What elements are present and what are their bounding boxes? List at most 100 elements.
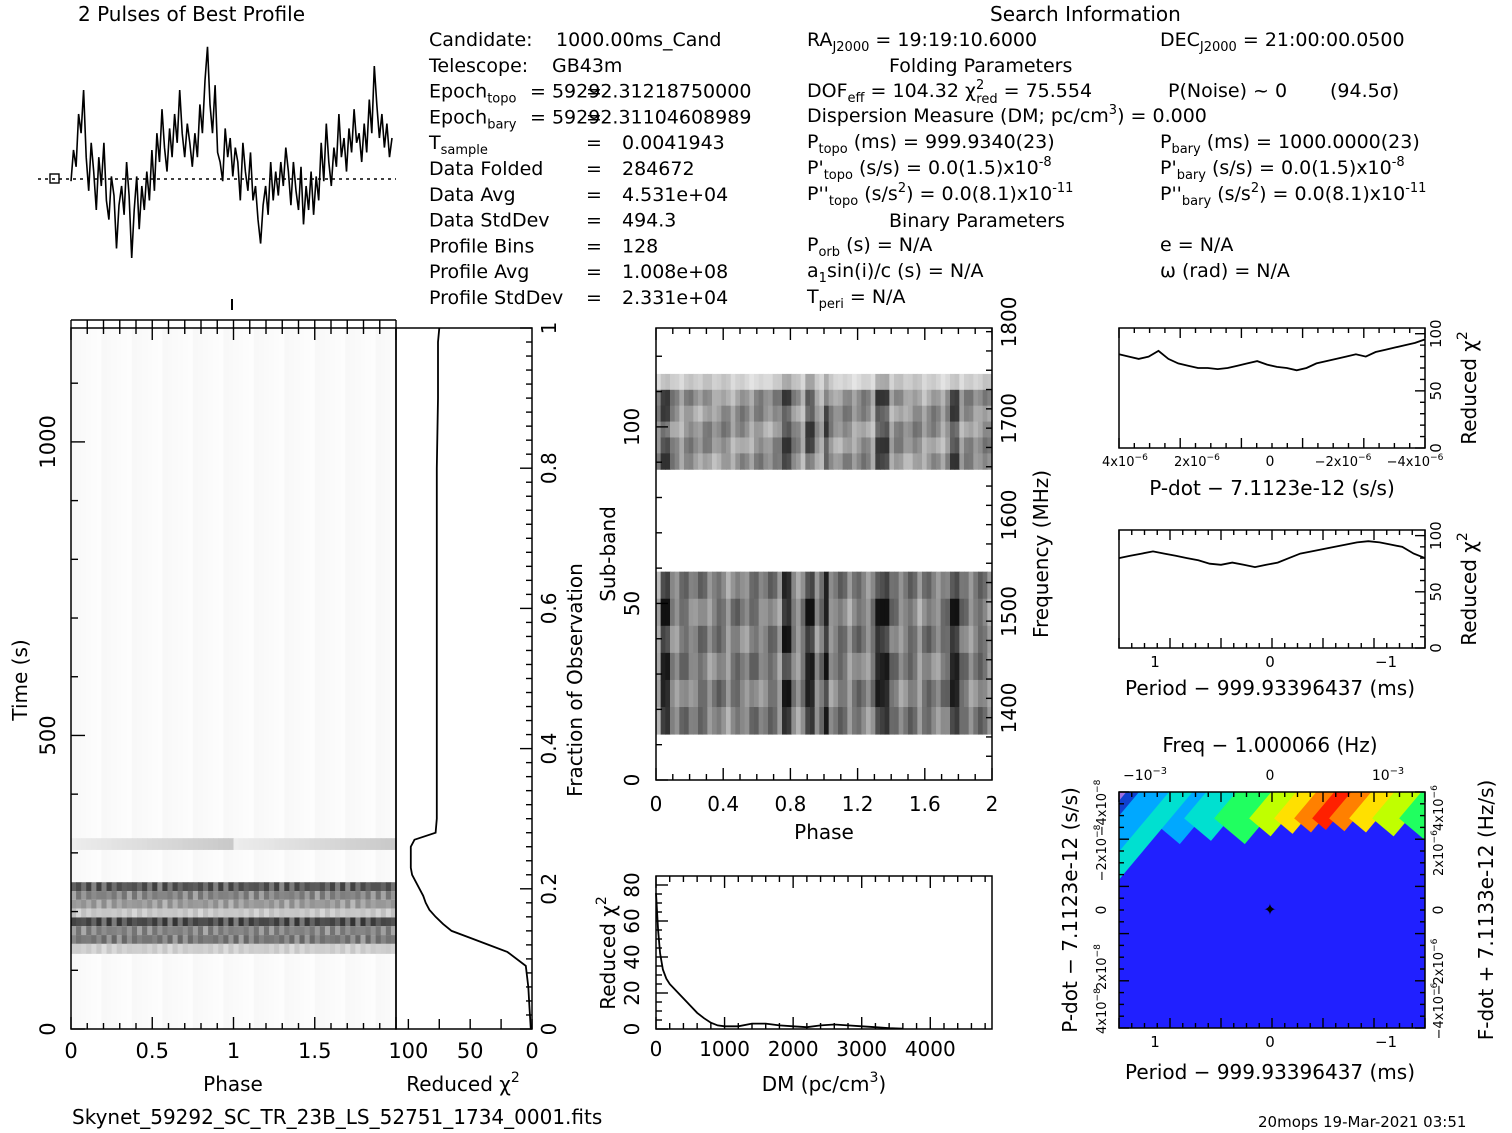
subband-cell xyxy=(866,389,872,407)
time-phase-band-cell xyxy=(106,899,113,909)
subband-cell xyxy=(964,652,970,681)
time-phase-band-cell xyxy=(177,943,184,954)
subband-cell xyxy=(721,405,727,423)
subband-cell xyxy=(968,652,974,681)
time-phase-cell xyxy=(385,328,392,1029)
subband-cell xyxy=(945,405,951,423)
subband-cell xyxy=(917,652,923,681)
time-phase-band-cell xyxy=(182,891,189,900)
time-phase-band-cell xyxy=(192,943,199,954)
subband-cell xyxy=(805,598,811,627)
time-phase-band-cell xyxy=(167,926,174,936)
time-phase-cell xyxy=(76,328,82,1029)
subband-cell xyxy=(973,437,979,454)
time-phase-band-cell xyxy=(223,891,229,900)
time-phase-cell xyxy=(233,328,240,1029)
subband-cell xyxy=(931,373,937,391)
time-phase-band-cell xyxy=(157,908,163,918)
subband-cell xyxy=(796,707,802,735)
time-phase-band-cell xyxy=(106,935,113,944)
subband-cell xyxy=(684,373,690,391)
pdot-ylabel: Reduced χ2 xyxy=(1455,331,1481,445)
subband-cell xyxy=(660,389,666,407)
subband-cell xyxy=(973,405,979,423)
time-phase-band-cell xyxy=(253,935,260,944)
time-phase-band-cell xyxy=(345,838,351,850)
chi2-time-plot: 100 50 000.20.40.60.81 Reduced χ2 Fraction… xyxy=(388,322,587,1096)
time-phase-band-cell xyxy=(131,926,138,936)
subband-cell xyxy=(931,598,937,627)
subband-cell xyxy=(945,453,951,470)
subband-cell xyxy=(824,652,830,681)
subband-cell xyxy=(842,598,848,627)
subband-cell xyxy=(665,652,671,681)
time-phase-band-cell xyxy=(314,891,321,900)
subband-cell xyxy=(768,389,774,407)
time-phase-cell xyxy=(228,328,234,1029)
subband-cell xyxy=(908,679,914,708)
subband-cell xyxy=(903,598,909,627)
subband-cell xyxy=(768,421,774,438)
subband-cell xyxy=(660,625,666,654)
subband-cell xyxy=(754,453,760,470)
pdot-bary-row: P'bary (s/s) = 0.0(1.5)x10-8 xyxy=(1160,155,1405,183)
time-phase-band-cell xyxy=(182,943,189,954)
subband-cell xyxy=(670,453,676,470)
subband-cell xyxy=(735,405,741,423)
omega-row: ω (rad) = N/A xyxy=(1160,260,1290,282)
time-phase-band-cell xyxy=(142,838,148,850)
time-phase-band-cell xyxy=(284,917,290,927)
subband-cell xyxy=(940,405,946,423)
subband-cell xyxy=(744,679,750,708)
time-phase-band-cell xyxy=(238,899,245,909)
subband-cell xyxy=(707,389,713,407)
time-phase-band-cell xyxy=(162,943,168,954)
subband-cell xyxy=(712,421,718,438)
subband-cell xyxy=(894,373,900,391)
subband-cell xyxy=(903,652,909,681)
time-phase-band-cell xyxy=(370,935,377,944)
time-phase-band-cell xyxy=(269,882,275,892)
time-phase-band-cell xyxy=(152,935,158,944)
time-phase-band-cell xyxy=(101,891,108,900)
time-phase-band-cell xyxy=(299,882,306,892)
y-tick-label: 80 xyxy=(620,872,644,897)
time-phase-band-cell xyxy=(142,943,148,954)
subband-cell xyxy=(786,625,792,654)
subband-cell xyxy=(903,405,909,423)
time-phase-band-cell xyxy=(213,908,219,918)
time-phase-band-cell xyxy=(365,882,372,892)
time-phase-band-cell xyxy=(238,943,245,954)
time-phase-band-cell xyxy=(116,838,123,850)
time-phase-band-cell xyxy=(390,908,397,918)
x-tick-label: 4x10−6 xyxy=(1102,453,1148,470)
subband-cell xyxy=(945,571,951,600)
time-phase-band-cell xyxy=(365,926,372,936)
subband-cell xyxy=(814,707,820,735)
time-phase-band-cell xyxy=(350,838,356,850)
subband-cell xyxy=(926,389,932,407)
subband-cell xyxy=(688,571,694,600)
subband-cell xyxy=(842,453,848,470)
time-phase-band-cell xyxy=(319,917,326,927)
subband-cell xyxy=(670,679,676,708)
time-phase-band-cell xyxy=(233,943,240,954)
time-phase-band-cell xyxy=(324,838,331,850)
subband-cell xyxy=(688,421,694,438)
time-phase-band-cell xyxy=(345,926,351,936)
time-phase-band-cell xyxy=(101,917,108,927)
x-tick-label: 2 xyxy=(986,792,999,816)
time-phase-band-cell xyxy=(319,882,326,892)
subband-cell xyxy=(740,571,746,600)
subband-cell xyxy=(819,707,825,735)
time-phase-band-cell xyxy=(370,926,377,936)
frac-tick-label: 1 xyxy=(537,322,561,335)
time-phase-band-cell xyxy=(106,838,113,850)
subband-cell xyxy=(782,652,788,681)
frac-tick-label: 0.6 xyxy=(537,592,561,624)
time-phase-band-cell xyxy=(299,935,306,944)
subband-cell xyxy=(782,571,788,600)
chi2-time-line xyxy=(409,327,532,1030)
subband-cell xyxy=(847,405,853,423)
time-phase-band-cell xyxy=(96,926,102,936)
